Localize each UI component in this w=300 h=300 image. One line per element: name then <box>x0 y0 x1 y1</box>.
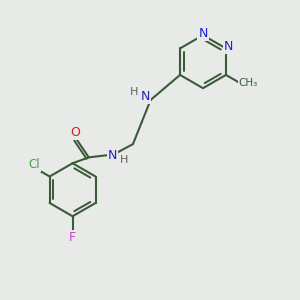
Text: CH₃: CH₃ <box>238 78 258 88</box>
Text: H: H <box>120 155 128 165</box>
Text: Cl: Cl <box>28 158 40 171</box>
Text: N: N <box>141 90 150 103</box>
Text: O: O <box>70 126 80 139</box>
Text: N: N <box>224 40 233 53</box>
Text: N: N <box>198 27 208 40</box>
Text: F: F <box>69 231 76 244</box>
Text: H: H <box>130 87 139 97</box>
Text: N: N <box>108 149 117 162</box>
